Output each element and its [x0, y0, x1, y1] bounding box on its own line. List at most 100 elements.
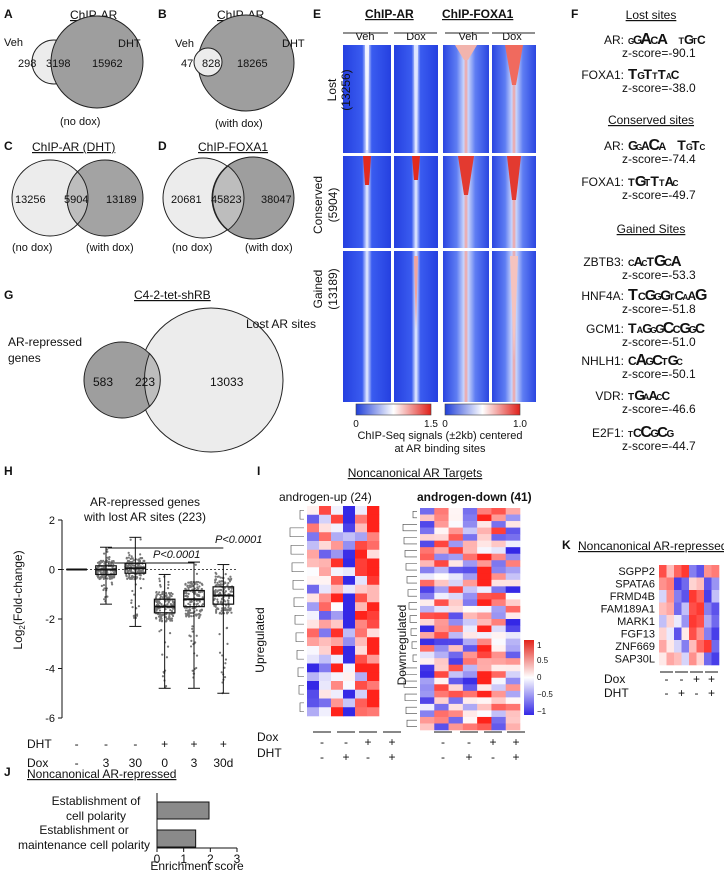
- data-point: [230, 590, 234, 593]
- data-point: [138, 558, 141, 561]
- heat-down-cell: [477, 619, 492, 626]
- data-point: [130, 563, 133, 566]
- data-point: [158, 630, 161, 633]
- heat-up-cell: [355, 707, 368, 717]
- heat-up-cell: [331, 628, 344, 638]
- heat-down-cell: [420, 514, 435, 522]
- data-point: [160, 628, 163, 632]
- motif-letter: A: [641, 139, 650, 153]
- motif-name: NHLH1:: [581, 354, 624, 368]
- data-point: [154, 596, 158, 599]
- dendrogram: [299, 510, 304, 520]
- data-point: [103, 561, 106, 564]
- dht-cond: +: [220, 737, 227, 751]
- motif-letter: T: [628, 177, 635, 189]
- motif-letter: G: [645, 356, 654, 368]
- heat-down-cell: [491, 534, 507, 541]
- heat-up-cell: [331, 681, 344, 691]
- data-point: [220, 671, 223, 674]
- data-point: [227, 601, 230, 605]
- data-point: [106, 595, 109, 598]
- data-point: [167, 583, 170, 586]
- heat-down-cell: [505, 690, 521, 698]
- venn-only-veh: 47: [181, 58, 193, 70]
- heat-down-cell: [462, 671, 478, 679]
- y-tick-label: -4: [45, 664, 55, 676]
- dendrogram: [405, 706, 417, 714]
- motif-zscore: z-score=-50.1: [622, 367, 696, 381]
- data-point: [96, 574, 99, 577]
- heat-down-cell: [477, 658, 492, 666]
- dendrogram: [407, 589, 417, 597]
- heat-down-cell: [462, 697, 478, 705]
- data-point: [140, 556, 144, 560]
- dox-cond: 3: [103, 756, 110, 770]
- data-point: [213, 581, 217, 584]
- data-point: [170, 595, 173, 598]
- heat-down-cell: [477, 579, 492, 587]
- panel-letter-g: G: [4, 288, 13, 302]
- data-point: [191, 669, 194, 672]
- heat-down-cell: [462, 690, 478, 698]
- heat-down-cell: [434, 540, 449, 548]
- heat-down-cell: [477, 645, 492, 652]
- data-point: [108, 558, 111, 561]
- venn-circle-dht: [50, 15, 144, 109]
- heat-down-cell: [477, 625, 492, 633]
- heat-down-cell: [448, 508, 464, 515]
- venn-overlap: 5904: [64, 194, 88, 206]
- data-point: [214, 575, 217, 578]
- heat-up-cell: [331, 602, 344, 612]
- data-point: [227, 596, 231, 600]
- heat-down-cell: [448, 619, 464, 626]
- heat-up-cell: [367, 514, 380, 524]
- dht-cond-left: +: [342, 750, 349, 764]
- venn-only-withdox: 13189: [106, 194, 137, 206]
- k-cell: [689, 615, 697, 628]
- heat-up-cell: [343, 558, 356, 568]
- heat-down-cell: [448, 677, 464, 685]
- heat-down-cell: [462, 638, 478, 646]
- heat-up-cell: [319, 681, 332, 691]
- heat-up-cell: [307, 663, 320, 673]
- data-point: [195, 572, 199, 575]
- motif-letter: T: [647, 255, 655, 269]
- heat-down-cell: [505, 684, 521, 692]
- heat-up-cell: [307, 558, 320, 568]
- motif-letter: A: [643, 392, 650, 402]
- heat-down-cell: [434, 677, 449, 685]
- motif-name: AR:: [604, 139, 624, 153]
- k-cell: [696, 577, 705, 591]
- heat-down-cell: [434, 716, 449, 724]
- dendrogram: [299, 702, 304, 712]
- data-point: [137, 564, 140, 567]
- heat-down-cell: [477, 527, 492, 535]
- heat-up-cell: [355, 646, 368, 656]
- data-point: [100, 584, 103, 587]
- k-cell: [711, 565, 720, 578]
- motif-letter: G: [660, 287, 671, 303]
- data-point: [190, 611, 193, 615]
- heat-down-cell: [434, 671, 449, 679]
- heat-down-cell: [462, 625, 478, 633]
- motif-letter: A: [688, 289, 697, 303]
- heat-down-cell: [505, 638, 521, 646]
- data-point: [160, 614, 163, 617]
- dht-cond-left: -: [366, 750, 370, 764]
- k-gene-label: ZNF669: [615, 641, 655, 653]
- dendrogram: [298, 685, 304, 695]
- heat-up-cell: [319, 576, 332, 586]
- heat-left-title: androgen-up (24): [279, 490, 372, 504]
- heat-down-cell: [462, 658, 478, 666]
- panel-d-title: ChIP-FOXA1: [198, 140, 268, 154]
- motif-letter: T: [652, 71, 658, 81]
- colorbar-foxa1-min: 0: [442, 419, 448, 430]
- data-point: [162, 595, 165, 599]
- data-point: [125, 556, 128, 559]
- data-point: [128, 574, 131, 578]
- heat-down-cell: [420, 534, 435, 541]
- heat-up-cell: [307, 619, 320, 629]
- data-point: [216, 607, 219, 610]
- motif-letter: A: [658, 141, 666, 153]
- heat-down-cell: [477, 651, 492, 659]
